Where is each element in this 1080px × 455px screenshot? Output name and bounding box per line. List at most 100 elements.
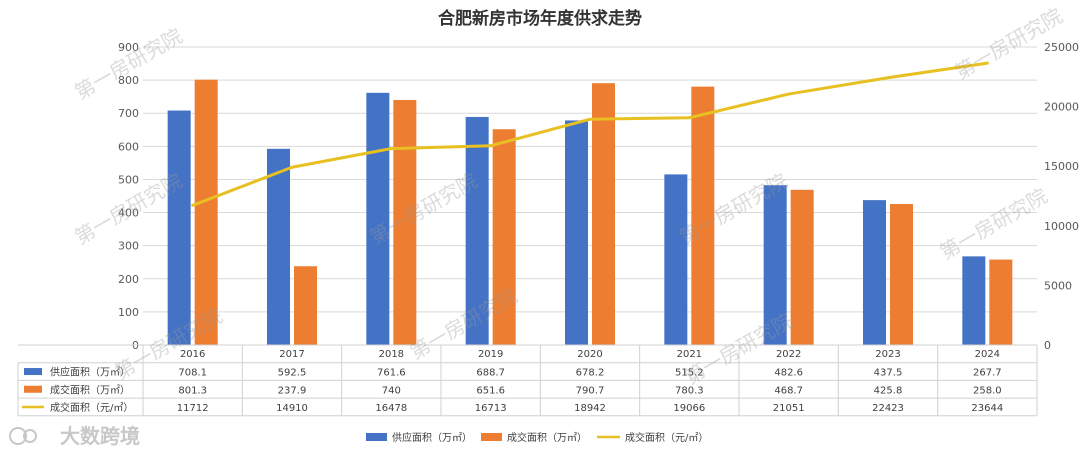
legend-label: 供应面积（万㎡）	[392, 431, 472, 444]
category-label: 2017	[279, 349, 304, 360]
line-point	[985, 61, 989, 65]
logo-mark-inner	[23, 429, 37, 443]
legend: 供应面积（万㎡） 成交面积（万㎡） 成交面积（元/㎡）	[366, 431, 708, 444]
left-tick-label: 100	[118, 306, 139, 319]
left-tick-label: 500	[118, 173, 139, 186]
table-cell: 651.6	[476, 385, 505, 396]
table-cell: 23644	[971, 403, 1003, 414]
table-cell: 267.7	[973, 368, 1002, 379]
table-cell: 688.7	[476, 368, 505, 379]
table-cell: 21051	[773, 403, 805, 414]
right-tick-label: 20000	[1044, 101, 1079, 114]
bar-supply	[565, 120, 588, 345]
category-label: 2023	[875, 349, 900, 360]
table-cell: 708.1	[178, 368, 207, 379]
table-cell: 11712	[177, 403, 209, 414]
left-tick-label: 600	[118, 140, 139, 153]
table-row-label: 成交面积（万㎡）	[50, 383, 130, 396]
bar-supply	[366, 92, 390, 345]
category-label: 2016	[180, 349, 205, 360]
table-cell: 740	[382, 385, 401, 396]
line-point	[787, 92, 791, 96]
line-point	[191, 203, 195, 207]
table-cell: 801.3	[178, 385, 207, 396]
watermark-text: 第一房研究院	[71, 24, 187, 105]
line-point	[290, 165, 294, 169]
category-label: 2022	[776, 349, 801, 360]
bar-supply	[267, 148, 290, 345]
table-cell: 761.6	[377, 368, 406, 379]
line-point	[588, 117, 592, 121]
left-tick-label: 900	[118, 41, 139, 54]
bar-supply	[465, 116, 489, 345]
bar-deal	[989, 259, 1013, 345]
bars	[167, 79, 1013, 346]
bar-deal	[592, 83, 615, 346]
bar-supply	[664, 174, 688, 345]
legend-swatch	[481, 433, 502, 441]
legend-label: 成交面积（元/㎡）	[625, 431, 708, 444]
table-key-swatch	[24, 368, 42, 376]
table-cell: 237.9	[278, 385, 307, 396]
category-label: 2024	[975, 349, 1000, 360]
bar-deal	[492, 129, 516, 345]
logo-mark	[9, 427, 27, 445]
line-point	[687, 116, 691, 120]
table-cell: 780.3	[675, 385, 704, 396]
table-cell: 16478	[375, 403, 407, 414]
table-cell: 18942	[574, 403, 606, 414]
bar-supply	[763, 185, 787, 345]
table-cell: 790.7	[576, 385, 605, 396]
table-key-swatch	[24, 385, 42, 393]
bar-supply	[962, 256, 986, 345]
line-point	[389, 147, 393, 151]
category-label: 2019	[478, 349, 503, 360]
table-cell: 19066	[673, 403, 705, 414]
bar-deal	[790, 189, 814, 345]
data-table: 2016 2017 2018 2019 2020 2021 2022 2023 2024 供应面积…	[17, 344, 1038, 417]
left-tick-label: 200	[118, 273, 139, 286]
bar-deal	[890, 204, 913, 345]
table-row-label: 供应面积（万㎡）	[50, 366, 130, 379]
table-cell: 22423	[872, 403, 904, 414]
table-cell: 678.2	[576, 368, 605, 379]
logo: 大数跨境	[9, 424, 140, 448]
line-series	[191, 61, 989, 207]
table-cell: 258.0	[973, 385, 1002, 396]
table-cell: 425.8	[874, 385, 903, 396]
bar-supply	[167, 110, 191, 345]
legend-swatch	[366, 433, 387, 441]
right-axis: 0 5000 10000 15000 20000 25000	[1044, 41, 1079, 352]
table-cell: 592.5	[278, 368, 307, 379]
right-tick-label: 0	[1044, 339, 1051, 352]
bar-deal	[393, 99, 417, 345]
bar-deal	[691, 86, 715, 345]
category-label: 2021	[677, 349, 702, 360]
watermark-text: 第一房研究院	[936, 184, 1052, 265]
table-cell: 482.6	[774, 368, 803, 379]
right-tick-label: 5000	[1044, 279, 1072, 292]
legend-label: 成交面积（万㎡）	[507, 431, 587, 444]
category-label: 2020	[577, 349, 602, 360]
category-label: 2018	[379, 349, 404, 360]
table-cell: 14910	[276, 403, 308, 414]
bar-deal	[294, 266, 317, 345]
right-tick-label: 25000	[1044, 41, 1079, 54]
price-line	[192, 61, 988, 207]
table-row-label: 成交面积（元/㎡）	[50, 401, 133, 414]
right-tick-label: 15000	[1044, 160, 1079, 173]
bar-supply	[863, 200, 886, 345]
table-cell: 437.5	[874, 368, 903, 379]
table-cell: 16713	[475, 403, 507, 414]
left-tick-label: 400	[118, 207, 139, 220]
line-point	[886, 76, 890, 80]
left-tick-label: 800	[118, 74, 139, 87]
left-tick-label: 700	[118, 107, 139, 120]
chart-title: 合肥新房市场年度供求走势	[438, 8, 642, 29]
table-cell: 468.7	[774, 385, 803, 396]
table-cell: 515.2	[675, 368, 704, 379]
logo-text: 大数跨境	[60, 424, 140, 448]
right-tick-label: 10000	[1044, 220, 1079, 233]
bar-deal	[194, 79, 218, 345]
